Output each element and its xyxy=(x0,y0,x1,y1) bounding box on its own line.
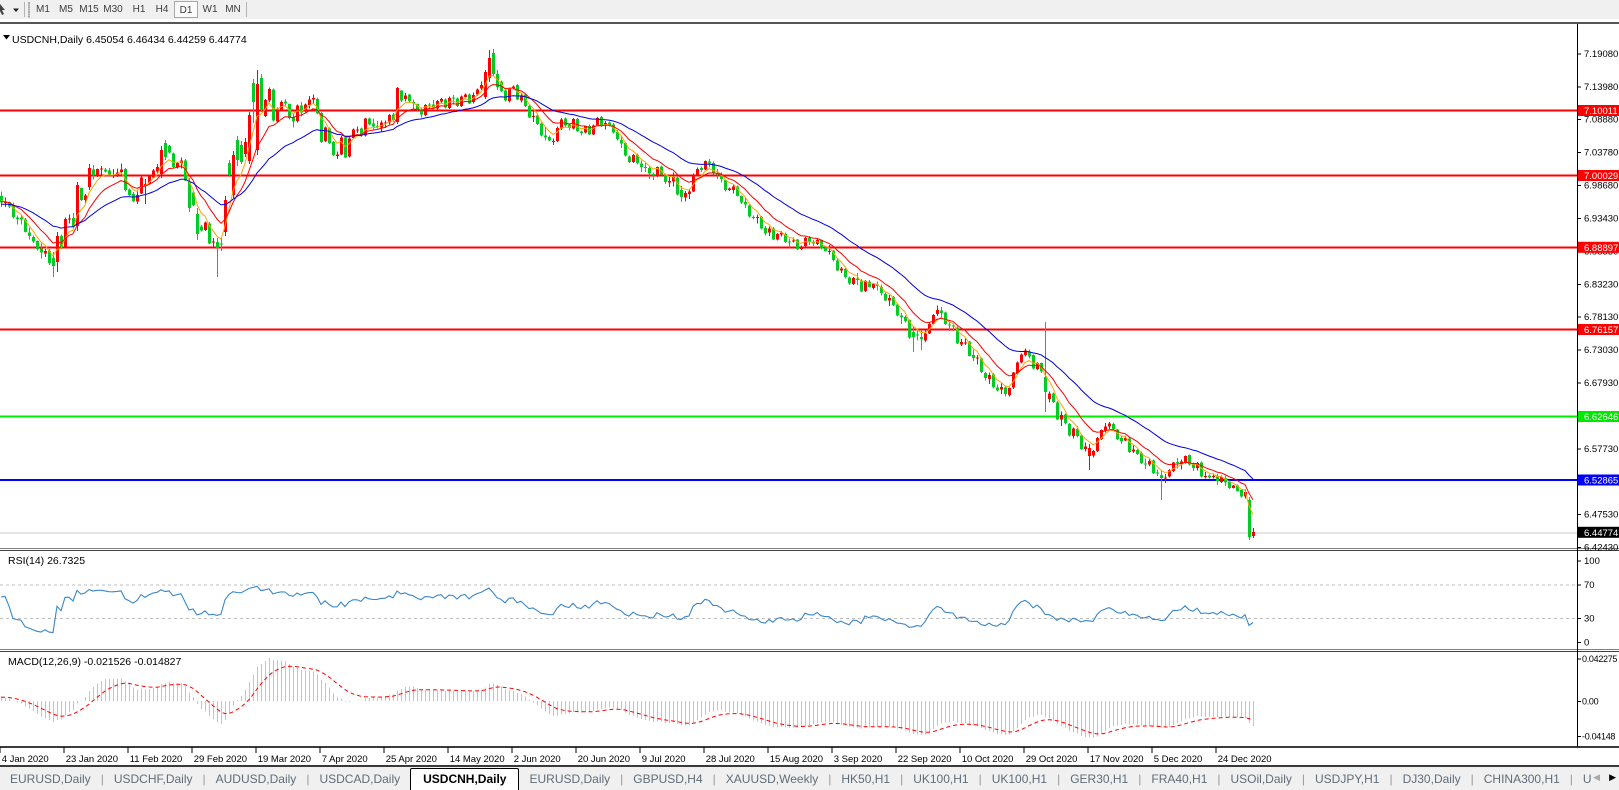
svg-text:22 Sep 2020: 22 Sep 2020 xyxy=(898,754,952,765)
svg-text:23 Jan 2020: 23 Jan 2020 xyxy=(66,754,118,765)
svg-text:6.88897: 6.88897 xyxy=(1584,243,1618,254)
svg-text:10 Oct 2020: 10 Oct 2020 xyxy=(962,754,1014,765)
svg-text:15 Aug 2020: 15 Aug 2020 xyxy=(770,754,823,765)
svg-text:7.13980: 7.13980 xyxy=(1584,82,1618,93)
svg-text:9 Jul 2020: 9 Jul 2020 xyxy=(642,754,686,765)
svg-text:6.52865: 6.52865 xyxy=(1584,476,1618,487)
svg-text:4 Jan 2020: 4 Jan 2020 xyxy=(2,754,49,765)
svg-text:0.042275: 0.042275 xyxy=(1582,654,1617,664)
svg-text:6.76157: 6.76157 xyxy=(1584,325,1618,336)
svg-text:5 Dec 2020: 5 Dec 2020 xyxy=(1154,754,1203,765)
svg-text:6.42430: 6.42430 xyxy=(1584,543,1618,554)
svg-text:6.67930: 6.67930 xyxy=(1584,378,1618,389)
svg-text:100: 100 xyxy=(1584,556,1600,567)
svg-text:7.10011: 7.10011 xyxy=(1584,106,1618,117)
svg-text:6.44774: 6.44774 xyxy=(1584,528,1618,539)
svg-text:3 Sep 2020: 3 Sep 2020 xyxy=(834,754,883,765)
svg-text:28 Jul 2020: 28 Jul 2020 xyxy=(706,754,755,765)
svg-text:USDCNH,Daily 6.45054 6.46434: USDCNH,Daily 6.45054 6.46434 6.44259 6.4… xyxy=(12,34,247,46)
svg-text:29 Feb 2020: 29 Feb 2020 xyxy=(194,754,247,765)
svg-text:0: 0 xyxy=(1584,638,1589,649)
svg-text:6.57730: 6.57730 xyxy=(1584,444,1618,455)
svg-text:7.08880: 7.08880 xyxy=(1584,115,1618,126)
svg-text:7.03780: 7.03780 xyxy=(1584,148,1618,159)
svg-text:-0.04148: -0.04148 xyxy=(1582,732,1615,742)
svg-text:20 Jun 2020: 20 Jun 2020 xyxy=(578,754,630,765)
svg-text:24 Dec 2020: 24 Dec 2020 xyxy=(1218,754,1272,765)
svg-text:29 Oct 2020: 29 Oct 2020 xyxy=(1026,754,1078,765)
svg-text:19 Mar 2020: 19 Mar 2020 xyxy=(258,754,311,765)
svg-text:6.47530: 6.47530 xyxy=(1584,510,1618,521)
svg-text:17 Nov 2020: 17 Nov 2020 xyxy=(1090,754,1144,765)
svg-text:25 Apr 2020: 25 Apr 2020 xyxy=(386,754,437,765)
svg-text:7.00029: 7.00029 xyxy=(1584,171,1618,182)
svg-text:RSI(14) 26.7325: RSI(14) 26.7325 xyxy=(8,555,85,567)
svg-text:70: 70 xyxy=(1584,580,1595,591)
svg-text:6.93430: 6.93430 xyxy=(1584,213,1618,224)
svg-text:11 Feb 2020: 11 Feb 2020 xyxy=(130,754,183,765)
svg-text:0.00: 0.00 xyxy=(1582,696,1599,706)
svg-text:6.83230: 6.83230 xyxy=(1584,279,1618,290)
svg-text:MACD(12,26,9) -0.021526 -0.014: MACD(12,26,9) -0.021526 -0.014827 xyxy=(8,656,182,668)
svg-text:30: 30 xyxy=(1584,614,1595,625)
svg-text:14 May 2020: 14 May 2020 xyxy=(450,754,505,765)
svg-text:7 Apr 2020: 7 Apr 2020 xyxy=(322,754,368,765)
svg-text:6.78130: 6.78130 xyxy=(1584,312,1618,323)
svg-text:6.62646: 6.62646 xyxy=(1584,412,1618,423)
svg-text:6.73030: 6.73030 xyxy=(1584,345,1618,356)
svg-text:2 Jun 2020: 2 Jun 2020 xyxy=(514,754,561,765)
svg-text:6.98680: 6.98680 xyxy=(1584,181,1618,192)
svg-text:7.19080: 7.19080 xyxy=(1584,49,1618,60)
